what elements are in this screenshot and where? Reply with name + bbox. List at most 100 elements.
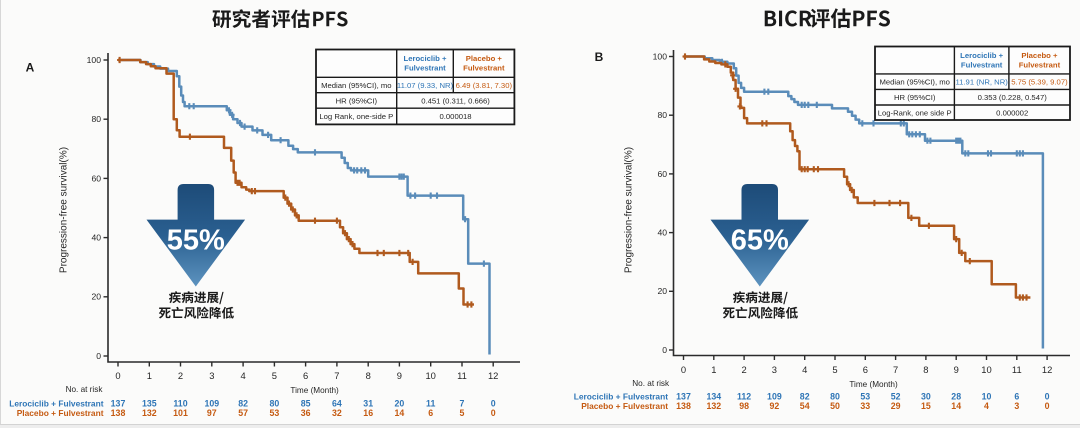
- svg-text:53: 53: [860, 391, 870, 401]
- svg-text:5: 5: [460, 408, 465, 418]
- svg-text:6: 6: [863, 364, 868, 375]
- svg-text:HR (95%CI): HR (95%CI): [336, 96, 378, 105]
- svg-text:0: 0: [1045, 401, 1050, 411]
- svg-text:3: 3: [209, 370, 214, 381]
- svg-text:80: 80: [270, 398, 280, 408]
- svg-text:1: 1: [711, 364, 716, 375]
- svg-text:0: 0: [491, 398, 496, 408]
- svg-text:30: 30: [921, 391, 931, 401]
- svg-text:20: 20: [91, 292, 101, 302]
- svg-text:54: 54: [800, 401, 810, 411]
- svg-text:Fulvestrant: Fulvestrant: [961, 61, 1003, 70]
- svg-text:10: 10: [425, 370, 435, 381]
- svg-text:50: 50: [830, 401, 840, 411]
- svg-text:12: 12: [488, 370, 498, 381]
- svg-text:0: 0: [662, 345, 667, 355]
- svg-text:0: 0: [115, 370, 120, 381]
- svg-text:0: 0: [96, 351, 101, 361]
- svg-text:6: 6: [428, 408, 433, 418]
- svg-text:0: 0: [1045, 391, 1050, 401]
- svg-text:80: 80: [657, 110, 667, 120]
- svg-text:109: 109: [767, 391, 782, 401]
- svg-text:Placebo +: Placebo +: [466, 54, 503, 63]
- svg-text:HR (95%CI): HR (95%CI): [894, 93, 936, 102]
- svg-text:5: 5: [832, 364, 837, 375]
- svg-text:20: 20: [395, 398, 405, 408]
- svg-text:60: 60: [91, 173, 101, 183]
- svg-text:6.49 (3.81, 7.30): 6.49 (3.81, 7.30): [456, 81, 513, 90]
- svg-text:92: 92: [770, 401, 780, 411]
- svg-text:3: 3: [772, 364, 777, 375]
- svg-text:32: 32: [332, 408, 342, 418]
- svg-text:98: 98: [739, 401, 749, 411]
- svg-text:6: 6: [1014, 391, 1019, 401]
- svg-text:Median (95%CI), mo: Median (95%CI), mo: [321, 81, 392, 90]
- svg-text:16: 16: [363, 408, 373, 418]
- svg-text:A: A: [26, 60, 35, 74]
- svg-text:9: 9: [954, 364, 959, 375]
- svg-text:100: 100: [87, 55, 102, 65]
- svg-text:135: 135: [142, 398, 157, 408]
- svg-text:60: 60: [657, 169, 667, 179]
- svg-text:132: 132: [706, 401, 721, 411]
- svg-text:Progression-free survival(%): Progression-free survival(%): [59, 147, 70, 273]
- svg-text:138: 138: [676, 401, 691, 411]
- svg-text:5.75 (5.39, 9.07): 5.75 (5.39, 9.07): [1011, 78, 1068, 87]
- svg-text:Fulvestrant: Fulvestrant: [1019, 61, 1061, 70]
- svg-text:31: 31: [363, 398, 373, 408]
- svg-text:0: 0: [491, 408, 496, 418]
- svg-text:0.451 (0.311, 0.666): 0.451 (0.311, 0.666): [421, 96, 490, 105]
- svg-text:80: 80: [91, 114, 101, 124]
- svg-text:4: 4: [240, 370, 245, 381]
- svg-text:11: 11: [1012, 364, 1022, 375]
- svg-text:1: 1: [147, 370, 152, 381]
- svg-text:0.000002: 0.000002: [996, 108, 1028, 117]
- svg-text:Placebo + Fulvestrant: Placebo + Fulvestrant: [17, 408, 104, 418]
- svg-text:28: 28: [951, 391, 961, 401]
- svg-text:Placebo +: Placebo +: [1021, 51, 1058, 60]
- svg-text:134: 134: [706, 391, 721, 401]
- svg-text:109: 109: [204, 398, 219, 408]
- svg-text:15: 15: [921, 401, 931, 411]
- svg-text:Log-Rank, one side P: Log-Rank, one side P: [878, 108, 952, 117]
- svg-text:11.07 (9.33, NR): 11.07 (9.33, NR): [397, 81, 454, 90]
- svg-text:Placebo + Fulvestrant: Placebo + Fulvestrant: [581, 401, 668, 411]
- svg-text:110: 110: [173, 398, 187, 408]
- svg-text:82: 82: [800, 391, 810, 401]
- svg-text:Progression-free survival(%): Progression-free survival(%): [624, 147, 635, 273]
- svg-text:80: 80: [830, 391, 840, 401]
- svg-text:Lerociclib +: Lerociclib +: [960, 51, 1003, 60]
- svg-text:11.91 (NR, NR): 11.91 (NR, NR): [955, 78, 1008, 87]
- svg-text:3: 3: [1014, 401, 1019, 411]
- svg-text:Time (Month): Time (Month): [849, 380, 898, 389]
- svg-text:Lerociclib + Fulvestrant: Lerociclib + Fulvestrant: [9, 398, 103, 408]
- svg-text:20: 20: [657, 286, 667, 296]
- svg-text:57: 57: [238, 408, 248, 418]
- svg-text:Time (Month): Time (Month): [290, 386, 339, 395]
- svg-text:138: 138: [111, 408, 126, 418]
- svg-text:11: 11: [457, 370, 467, 381]
- svg-text:Fulvestrant: Fulvestrant: [463, 64, 505, 73]
- svg-text:137: 137: [111, 398, 126, 408]
- svg-text:100: 100: [653, 51, 668, 61]
- svg-text:33: 33: [860, 401, 870, 411]
- svg-text:7: 7: [460, 398, 465, 408]
- svg-text:10: 10: [981, 364, 991, 375]
- svg-text:65%: 65%: [731, 225, 789, 257]
- svg-text:0.000018: 0.000018: [440, 112, 472, 121]
- svg-text:101: 101: [173, 408, 188, 418]
- svg-text:137: 137: [676, 391, 691, 401]
- svg-text:112: 112: [737, 391, 751, 401]
- svg-text:10: 10: [982, 391, 992, 401]
- svg-text:14: 14: [395, 408, 405, 418]
- svg-text:Log Rank, one-side P: Log Rank, one-side P: [319, 112, 393, 121]
- svg-text:53: 53: [270, 408, 280, 418]
- svg-text:Fulvestrant: Fulvestrant: [404, 64, 446, 73]
- svg-text:7: 7: [893, 364, 898, 375]
- svg-text:Lerociclib + Fulvestrant: Lerociclib + Fulvestrant: [574, 391, 668, 401]
- svg-text:0: 0: [681, 364, 686, 375]
- svg-text:4: 4: [984, 401, 989, 411]
- svg-text:29: 29: [891, 401, 901, 411]
- svg-text:No. at risk: No. at risk: [632, 379, 670, 388]
- svg-text:82: 82: [238, 398, 248, 408]
